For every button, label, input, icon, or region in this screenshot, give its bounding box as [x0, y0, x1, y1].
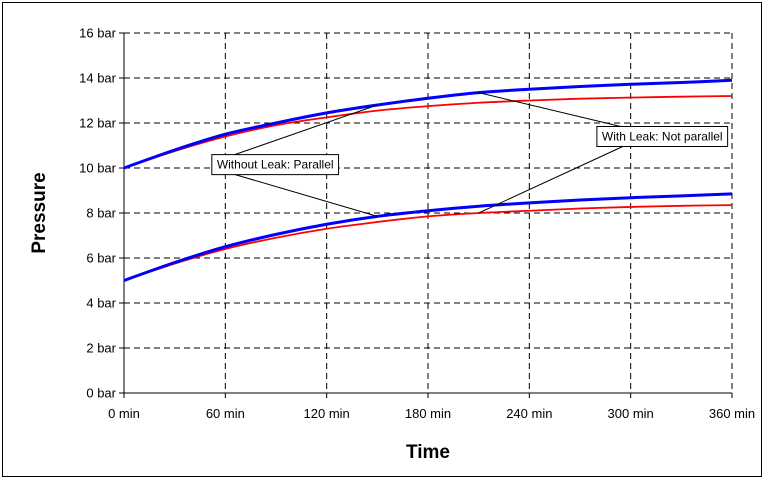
y-tick-label: 16 bar [79, 26, 117, 41]
y-axis-title: Pressure [29, 172, 50, 253]
x-tick-label: 0 min [108, 406, 140, 421]
y-tick-label: 4 bar [86, 296, 116, 311]
blue-series-line-0 [123, 78, 733, 170]
y-tick-label: 0 bar [86, 386, 116, 401]
red-series-line-1 [123, 95, 733, 169]
pressure-time-chart: 0 bar 2 bar 4 bar 6 bar 8 bar 10 bar 12 bar 14 … [29, 26, 755, 464]
callout-leader-line [231, 104, 378, 157]
x-tick-label: 60 min [206, 406, 245, 421]
callout-leader-line [231, 173, 378, 217]
callout-leader-line [478, 145, 626, 214]
red-series-line-3 [123, 204, 733, 282]
x-axis-title: Time [406, 442, 450, 463]
callout-label-2: With Leak: Not parallel [602, 130, 723, 144]
y-tick-label: 2 bar [86, 341, 116, 356]
x-tick-label: 360 min [709, 406, 755, 421]
x-tick-label: 180 min [405, 406, 451, 421]
y-tick-label: 12 bar [79, 116, 117, 131]
blue-series-line-2 [123, 192, 733, 282]
x-tick-label: 300 min [608, 406, 654, 421]
x-tick-label: 240 min [506, 406, 552, 421]
callout-leader-line [478, 92, 626, 128]
x-tick-label: 120 min [304, 406, 350, 421]
callout-label-1: Without Leak: Parallel [217, 158, 334, 172]
y-tick-label: 6 bar [86, 251, 116, 266]
callout-box-1 [211, 154, 340, 176]
y-tick-label: 10 bar [79, 161, 117, 176]
callout-box-2 [596, 126, 729, 147]
y-tick-label: 14 bar [79, 71, 117, 86]
y-tick-label: 8 bar [86, 206, 116, 221]
chart-frame: 0 bar 2 bar 4 bar 6 bar 8 bar 10 bar 12 bar 14 … [2, 2, 762, 477]
